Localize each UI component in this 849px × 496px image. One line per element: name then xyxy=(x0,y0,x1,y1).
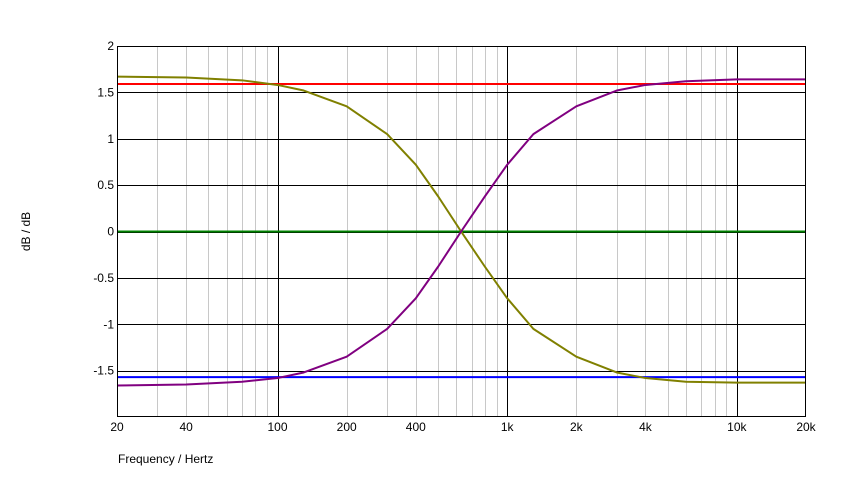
x-tick-label: 1k xyxy=(501,420,515,434)
series-line-5 xyxy=(116,78,806,387)
y-tick-labels: 2 1.5 1 0.5 0 -0.5 -1 -1.5 xyxy=(93,39,114,378)
series-layer xyxy=(116,75,806,387)
y-tick-label: -0.5 xyxy=(93,271,114,285)
x-tick-label: 2k xyxy=(570,420,584,434)
x-tick-label: 20 xyxy=(110,420,124,434)
y-tick-label: 1 xyxy=(107,132,114,146)
x-tick-label: 40 xyxy=(179,420,193,434)
y-tick-label: 2 xyxy=(107,39,114,53)
y-tick-label: 0.5 xyxy=(97,178,114,192)
x-tick-label: 400 xyxy=(406,420,426,434)
y-tick-label: -1.5 xyxy=(93,364,114,378)
y-tick-label: -1 xyxy=(103,317,114,331)
x-tick-label: 20k xyxy=(796,420,816,434)
x-tick-label: 4k xyxy=(639,420,653,434)
x-tick-label: 200 xyxy=(337,420,357,434)
x-axis-label: Frequency / Hertz xyxy=(118,452,213,466)
y-tick-label: 0 xyxy=(107,225,114,239)
y-tick-label: 1.5 xyxy=(97,85,114,99)
x-tick-labels: 20 40 100 200 400 1k 2k 4k 10k 20k xyxy=(110,420,816,434)
plot-frame xyxy=(117,46,806,417)
x-tick-label: 10k xyxy=(727,420,747,434)
y-axis-label: dB / dB xyxy=(19,212,33,251)
x-tick-label: 100 xyxy=(268,420,288,434)
